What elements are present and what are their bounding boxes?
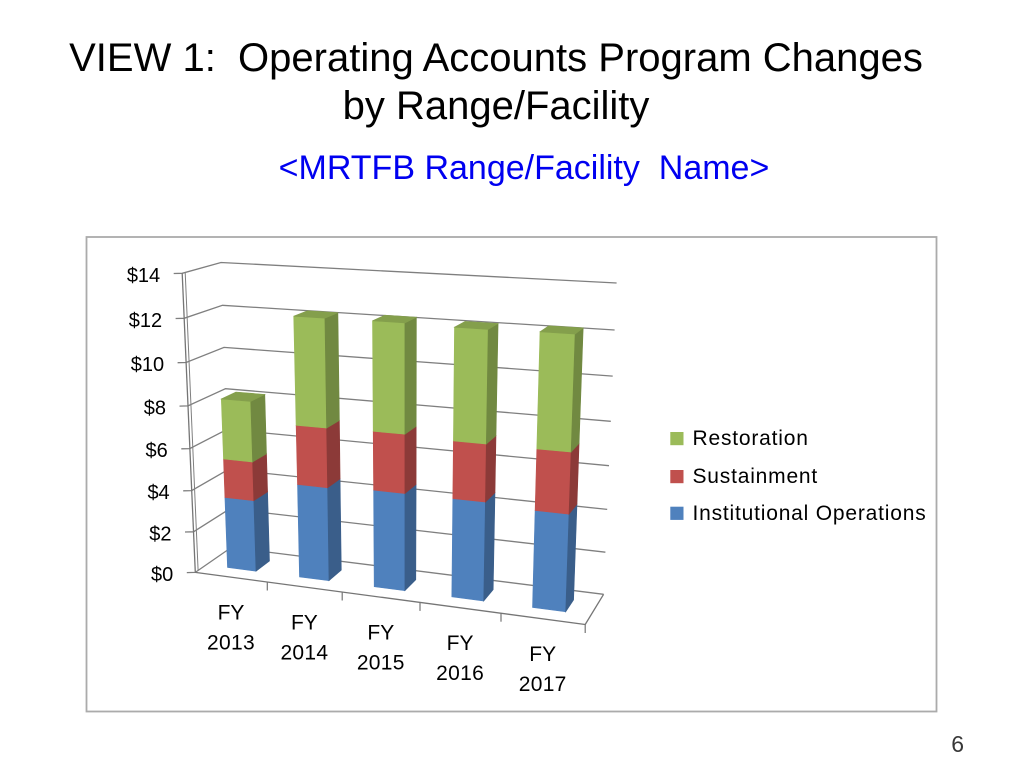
- svg-text:FY: FY: [291, 611, 318, 634]
- svg-text:FY: FY: [447, 632, 474, 655]
- svg-text:Sustainment: Sustainment: [693, 465, 819, 488]
- svg-text:Institutional Operations: Institutional Operations: [693, 502, 927, 525]
- svg-text:$4: $4: [147, 482, 169, 504]
- svg-text:FY: FY: [367, 622, 394, 645]
- svg-text:$12: $12: [129, 310, 162, 332]
- svg-text:2016: 2016: [436, 662, 484, 685]
- svg-text:Restoration: Restoration: [693, 427, 809, 450]
- svg-text:2013: 2013: [207, 632, 255, 655]
- svg-text:FY: FY: [529, 643, 556, 666]
- svg-text:$2: $2: [149, 523, 171, 545]
- svg-text:$14: $14: [127, 265, 160, 287]
- svg-text:2014: 2014: [280, 641, 328, 664]
- svg-text:2017: 2017: [519, 673, 567, 696]
- svg-text:$6: $6: [146, 440, 168, 462]
- svg-text:2015: 2015: [357, 652, 405, 675]
- svg-text:$0: $0: [151, 564, 173, 586]
- svg-text:$10: $10: [131, 354, 164, 376]
- svg-text:FY: FY: [218, 602, 245, 625]
- svg-text:$8: $8: [144, 397, 166, 419]
